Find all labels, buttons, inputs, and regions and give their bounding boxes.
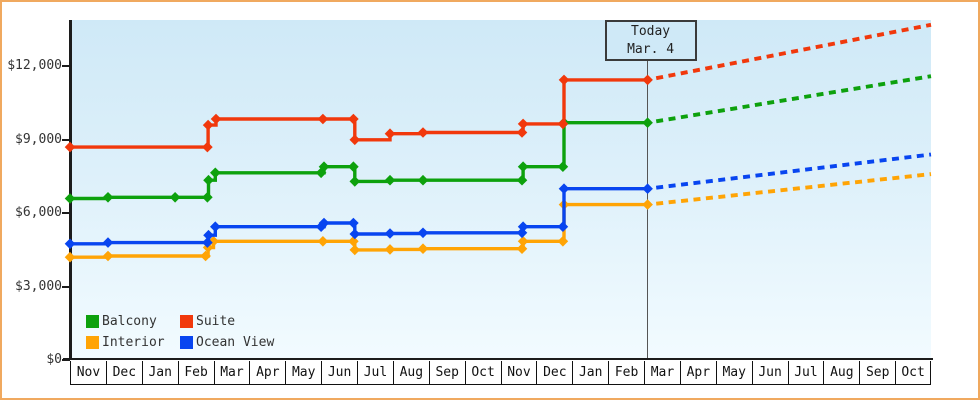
month-label: Aug [392,360,429,384]
month-label: May [715,360,752,384]
month-label: Apr [249,360,285,384]
month-label: Sep [859,360,895,384]
x-axis-month-labels: Nov Dec Jan Feb Mar Apr May Jun Jul Aug Sep Oct Nov D… [70,360,931,385]
y-tick-mark [62,285,70,288]
y-tick-mark [62,359,70,361]
legend-item-suite: Suite [180,311,274,332]
month-label: Aug [823,360,859,384]
month-label: Jul [787,360,824,384]
y-axis [69,20,72,360]
today-date: Mar. 4 [627,41,675,57]
today-annotation: Today Mar. 4 [604,20,697,61]
month-label: Dec [105,360,142,384]
month-label: Jul [357,360,393,384]
legend: Balcony Suite Interior Ocean View [86,311,274,353]
month-label: Jun [751,360,788,384]
month-label: Oct [464,360,501,384]
month-label: Nov [500,360,537,384]
today-line [646,60,649,358]
month-label: Jan [572,360,608,384]
month-label: Jun [321,360,357,384]
legend-swatch-interior [86,336,99,349]
y-tick-label: $6,000 [15,205,62,221]
month-label: Apr [679,360,716,384]
y-tick-mark [62,138,70,141]
month-label: Dec [536,360,572,384]
y-tick-label: $9,000 [15,131,62,147]
month-label: Oct [895,360,931,384]
legend-item-ocean-view: Ocean View [180,332,274,353]
legend-swatch-ocean-view [180,336,193,349]
month-label: Sep [428,360,465,384]
legend-label: Balcony [102,314,157,329]
month-label: Mar [213,360,250,384]
plot-area [71,20,931,358]
legend-label: Interior [102,335,165,350]
month-label: May [285,360,321,384]
legend-swatch-suite [180,315,193,328]
legend-item-interior: Interior [86,332,180,353]
y-tick-label: $0 [46,352,62,367]
today-label: Today [631,23,671,39]
y-tick-mark [62,212,70,215]
month-label: Mar [644,360,680,384]
month-label: Jan [141,360,178,384]
x-axis [63,357,933,360]
month-label: Nov [70,360,106,384]
legend-swatch-balcony [86,315,99,328]
legend-label: Suite [196,314,236,329]
month-label: Feb [608,360,644,384]
legend-label: Ocean View [196,335,275,350]
month-label: Feb [177,360,214,384]
legend-item-balcony: Balcony [86,311,180,332]
y-tick-label: $12,000 [7,58,62,74]
y-tick-label: $3,000 [15,278,62,294]
y-tick-mark [62,65,70,68]
